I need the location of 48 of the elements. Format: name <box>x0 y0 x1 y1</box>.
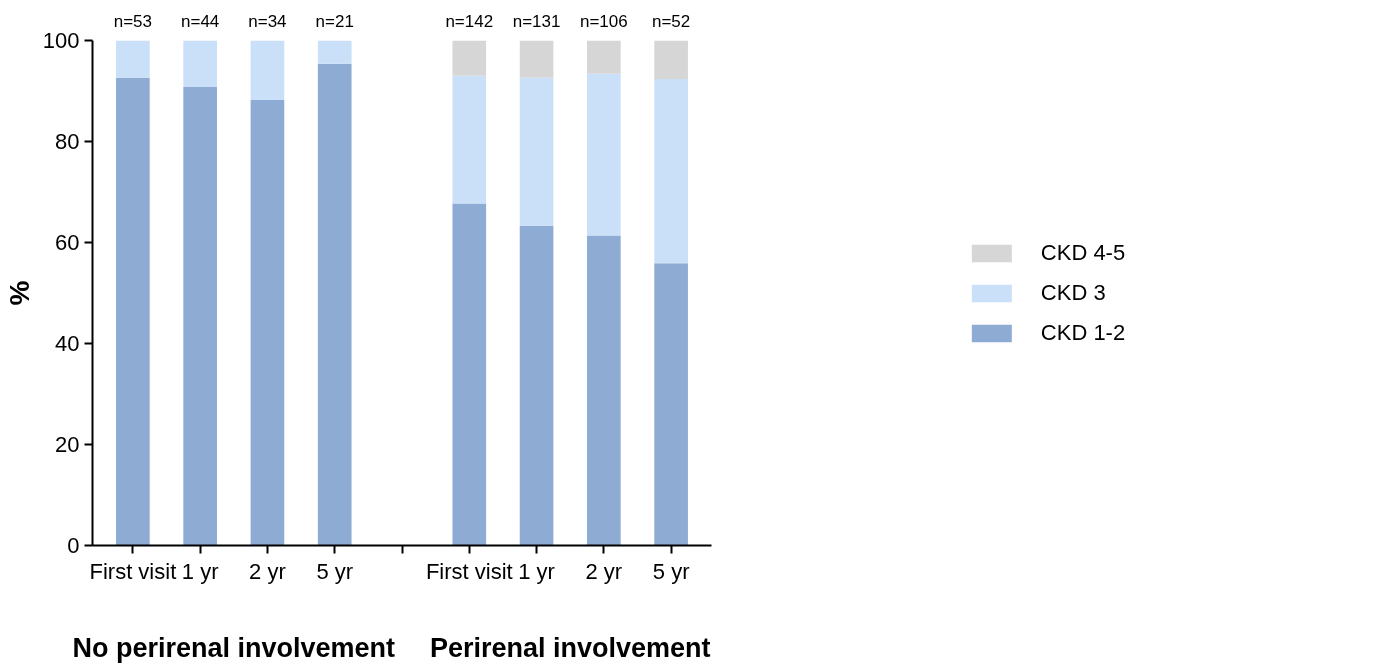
x-tick-label: 1 yr <box>181 558 219 584</box>
bar <box>654 40 688 79</box>
y-tick-label: 40 <box>55 331 80 356</box>
x-tick-label: 2 yr <box>249 558 286 584</box>
bar <box>519 40 554 78</box>
bar <box>116 77 150 546</box>
x-tick-label: First visit <box>425 558 513 584</box>
y-tick-label: 80 <box>55 129 80 154</box>
bar <box>116 40 150 78</box>
text: n=44 <box>181 11 220 31</box>
bar <box>452 75 487 204</box>
bar <box>519 225 554 546</box>
text: n=131 <box>512 11 561 31</box>
bar <box>452 203 487 546</box>
bar <box>587 73 621 236</box>
bar <box>587 235 621 546</box>
bar <box>654 78 688 264</box>
text: n=52 <box>651 11 691 31</box>
y-axis-title: % <box>3 280 35 306</box>
y-tick-label: 100 <box>42 28 80 53</box>
bar <box>250 100 285 546</box>
legend-label: CKD 4-5 <box>1040 239 1126 266</box>
bar <box>183 86 217 546</box>
x-tick-label: First visit <box>89 558 177 584</box>
bar <box>587 40 621 74</box>
x-tick-label: 5 yr <box>316 558 354 584</box>
text: n=34 <box>248 11 287 31</box>
bar <box>654 263 688 546</box>
text: n=106 <box>579 11 628 31</box>
text: n=142 <box>445 11 494 31</box>
bar <box>250 40 285 101</box>
text: n=53 <box>113 11 153 31</box>
legend-label: CKD 1-2 <box>1040 319 1126 346</box>
text: n=21 <box>315 11 354 31</box>
legend-label: CKD 3 <box>1040 279 1106 306</box>
x-tick-label: 1 yr <box>518 558 555 584</box>
bar <box>452 40 487 76</box>
bar <box>317 63 352 546</box>
bar <box>317 40 352 64</box>
x-tick-label: 2 yr <box>585 558 623 584</box>
text: Perirenal involvement <box>429 632 711 663</box>
y-tick-label: 0 <box>67 533 80 558</box>
bar <box>183 40 217 87</box>
y-tick-label: 20 <box>55 432 80 457</box>
bar <box>519 77 554 226</box>
text: No perirenal involvement <box>72 632 396 663</box>
x-tick-label: 5 yr <box>652 558 690 584</box>
y-tick-label: 60 <box>55 230 80 255</box>
